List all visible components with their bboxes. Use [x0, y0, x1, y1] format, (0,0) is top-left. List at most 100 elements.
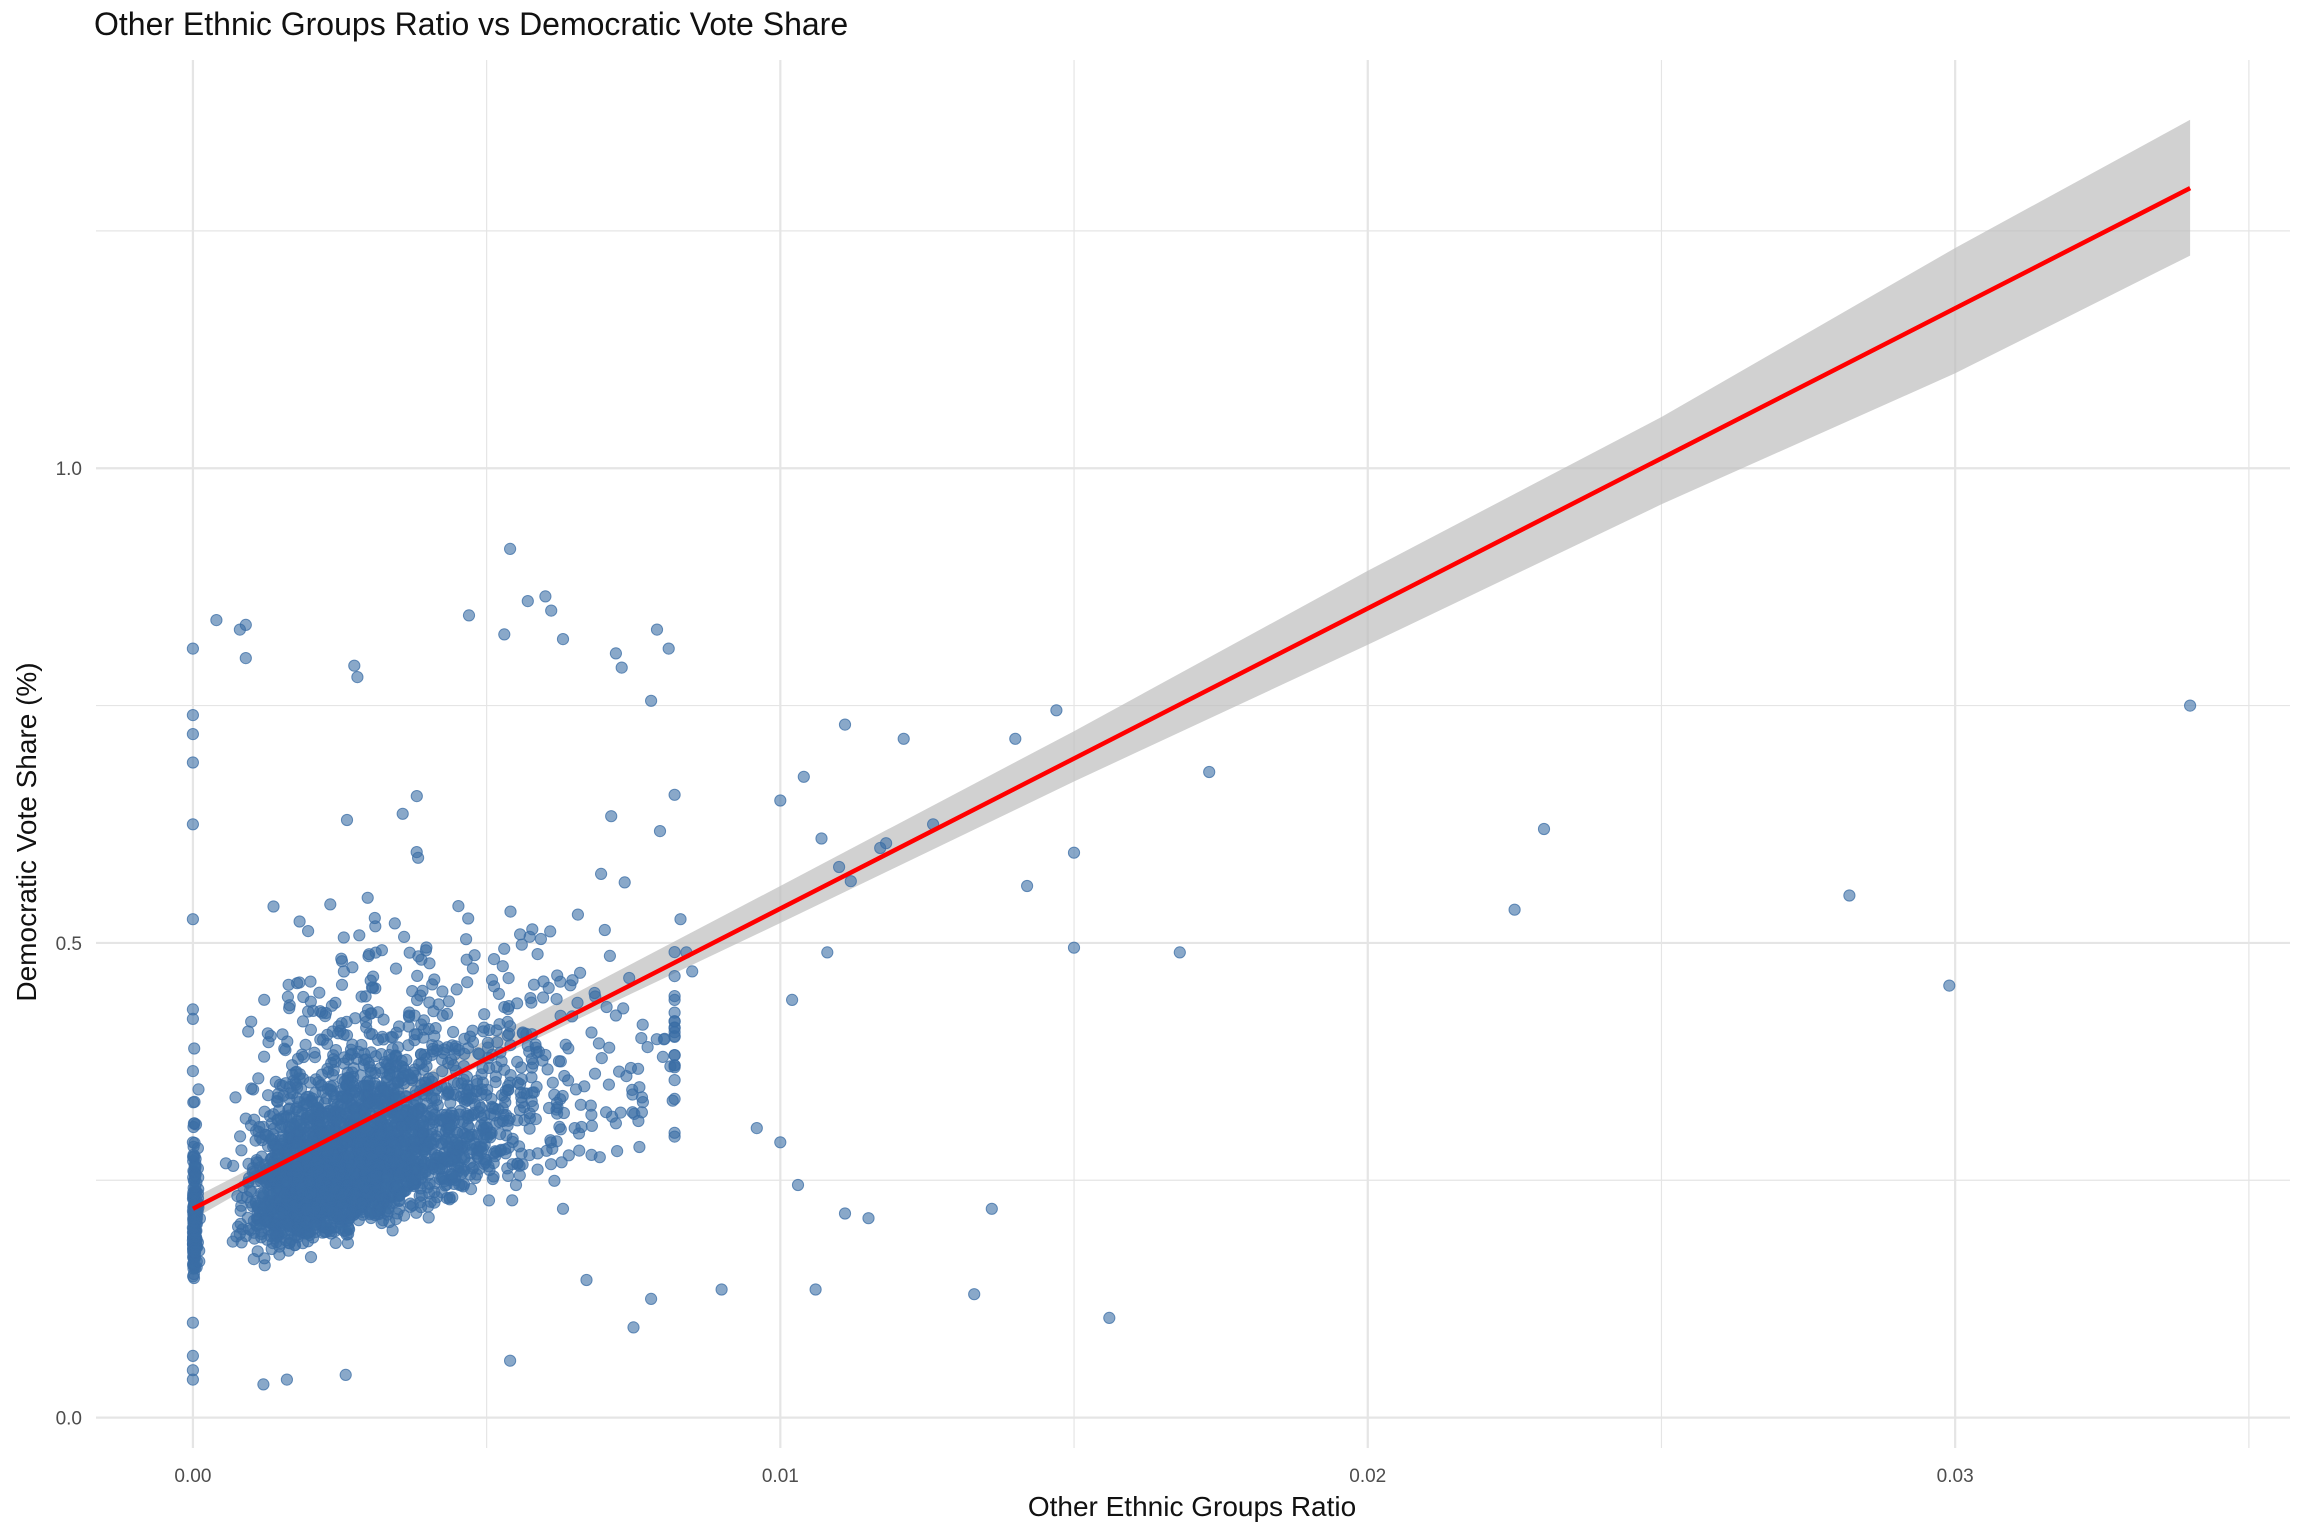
- scatter-point: [482, 1160, 495, 1173]
- scatter-point: [530, 1080, 543, 1094]
- scatter-point: [521, 1039, 534, 1052]
- scatter-point: [186, 642, 199, 655]
- scatter-point: [492, 1103, 505, 1116]
- scatter-point: [186, 1221, 199, 1234]
- scatter-point: [985, 1202, 998, 1215]
- scatter-point: [335, 952, 348, 965]
- scatter-point: [422, 1211, 435, 1224]
- scatter-point: [786, 993, 799, 1007]
- scatter-point: [413, 1058, 426, 1071]
- scatter-point: [602, 1078, 616, 1091]
- scatter-point: [329, 1153, 342, 1167]
- scatter-point: [344, 1207, 358, 1220]
- scatter-point: [330, 1114, 344, 1127]
- scatter-point: [395, 1054, 408, 1068]
- scatter-point: [425, 1092, 438, 1105]
- scatter-point: [618, 876, 631, 889]
- scatter-point: [656, 1050, 670, 1064]
- scatter-point: [668, 788, 681, 801]
- scatter-point: [484, 1128, 497, 1141]
- scatter-point: [369, 920, 382, 933]
- scatter-point: [252, 1156, 265, 1169]
- scatter-point: [355, 1197, 368, 1211]
- scatter-point: [458, 1047, 471, 1061]
- scatter-point: [431, 1191, 444, 1204]
- scatter-point: [541, 1063, 554, 1076]
- scatter-point: [257, 1378, 270, 1391]
- scatter-point: [186, 1316, 199, 1329]
- scatter-point: [502, 1169, 515, 1183]
- scatter-point: [187, 1181, 200, 1195]
- scatter-point: [186, 1012, 199, 1026]
- scatter-point: [668, 1061, 681, 1074]
- scatter-point: [537, 991, 550, 1004]
- scatter-point: [641, 1041, 654, 1054]
- scatter-point: [838, 718, 852, 731]
- scatter-point: [668, 1030, 681, 1044]
- scatter-point: [251, 1245, 264, 1258]
- scatter-point: [897, 732, 910, 745]
- scatter-point: [373, 1129, 386, 1142]
- scatter-point: [674, 913, 687, 926]
- scatter-point: [605, 810, 618, 823]
- scatter-point: [585, 1119, 599, 1133]
- scatter-point: [1067, 846, 1081, 859]
- scatter-point: [504, 905, 517, 918]
- scatter-point: [584, 1099, 597, 1112]
- grid-lines: [96, 60, 2290, 1448]
- scatter-point: [499, 1147, 512, 1160]
- scatter-point: [291, 1224, 304, 1237]
- scatter-point: [441, 1087, 455, 1100]
- scatter-point: [264, 1199, 277, 1212]
- scatter-point: [327, 1053, 340, 1066]
- scatter-point: [337, 1057, 350, 1070]
- scatter-point: [388, 1111, 401, 1124]
- scatter-point: [550, 993, 563, 1006]
- scatter-point: [566, 974, 579, 987]
- scatter-point: [438, 1043, 451, 1056]
- scatter-point: [482, 1194, 496, 1207]
- scatter-point: [361, 891, 374, 904]
- scatter-point: [234, 1217, 247, 1230]
- scatter-point: [372, 1158, 385, 1171]
- scatter-point: [412, 950, 425, 963]
- scatter-point: [645, 694, 658, 707]
- scatter-point: [668, 990, 681, 1003]
- scatter-point: [337, 931, 350, 944]
- scatter-point: [546, 1076, 559, 1089]
- scatter-point: [662, 642, 675, 655]
- scatter-point: [523, 1149, 536, 1162]
- scatter-point: [525, 996, 538, 1009]
- scatter-point: [296, 1015, 310, 1028]
- scatter-point: [458, 1032, 471, 1046]
- scatter-point: [513, 1104, 527, 1117]
- scatter-point: [490, 1061, 503, 1074]
- scatter-point: [1537, 822, 1551, 836]
- scatter-point: [542, 981, 555, 995]
- scatter-point: [360, 1015, 373, 1029]
- scatter-point: [409, 1162, 422, 1175]
- scatter-point: [188, 1245, 202, 1258]
- scatter-point: [264, 1133, 277, 1146]
- x-tick-label: 0.03: [1937, 1466, 1974, 1487]
- scatter-point: [304, 1109, 317, 1122]
- scatter-point: [626, 1088, 639, 1101]
- scatter-point: [447, 1025, 460, 1039]
- scatter-point: [615, 661, 628, 674]
- scatter-point: [391, 1207, 404, 1220]
- scatter-point: [635, 1032, 648, 1045]
- scatter-point: [239, 652, 252, 665]
- scatter-point: [462, 609, 476, 622]
- scatter-point: [556, 633, 570, 646]
- x-tick-label: 0.00: [174, 1466, 211, 1487]
- scatter-point: [348, 659, 361, 672]
- scatter-point: [322, 1066, 335, 1079]
- scatter-point: [341, 1071, 354, 1084]
- scatter-point: [319, 1216, 333, 1230]
- scatter-point: [293, 976, 306, 989]
- scatter-point: [227, 1159, 240, 1173]
- scatter-point: [580, 1273, 593, 1287]
- scatter-point: [186, 1136, 199, 1149]
- y-tick-label: 1.0: [56, 459, 82, 480]
- scatter-point: [1021, 879, 1034, 893]
